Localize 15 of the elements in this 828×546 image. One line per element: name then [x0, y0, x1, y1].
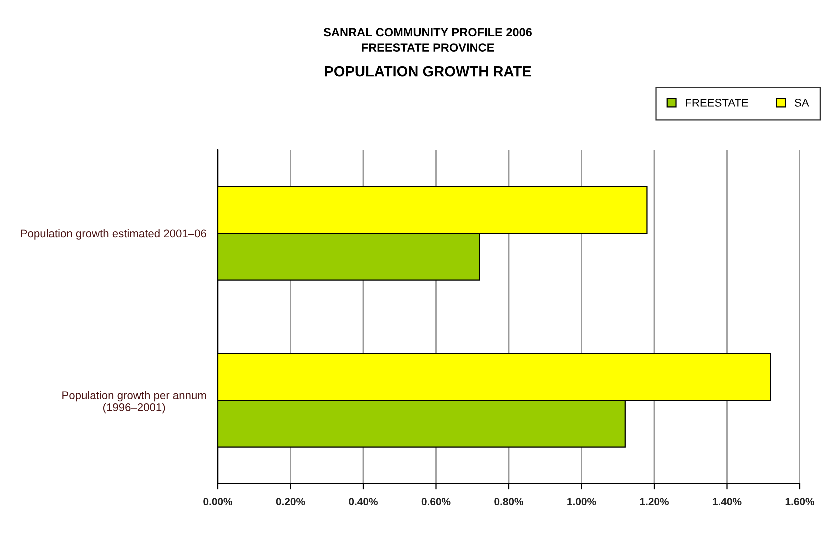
x-tick-label: 0.00% — [204, 498, 232, 506]
x-tick-label: 0.80% — [494, 498, 524, 506]
chart-title: POPULATION GROWTH RATE — [325, 66, 532, 77]
x-tick-label: 0.20% — [276, 498, 306, 506]
x-tick-label: 1.40% — [713, 498, 742, 506]
x-tick-label: 0.60% — [422, 498, 451, 506]
x-tick-label: 1.00% — [568, 498, 596, 506]
x-tick-label: 1.20% — [640, 498, 669, 506]
x-tick-label: 1.60% — [786, 498, 814, 506]
x-tick-label: 0.40% — [349, 498, 378, 506]
legend-label: SA — [795, 99, 810, 107]
y-tick-label: Population growth estimated 2001–06 — [21, 229, 206, 240]
chart-subtitle: SANRAL COMMUNITY PROFILE 2006 FREESTATE PROVINCE — [324, 28, 532, 52]
legend-label: FREESTATE — [686, 99, 748, 107]
y-tick-label: Population growth per annum (1996–2001) — [62, 391, 206, 414]
